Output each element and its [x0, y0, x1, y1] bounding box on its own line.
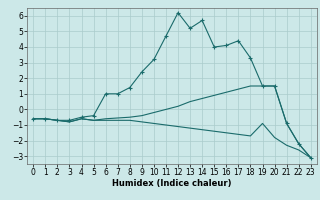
- X-axis label: Humidex (Indice chaleur): Humidex (Indice chaleur): [112, 179, 232, 188]
